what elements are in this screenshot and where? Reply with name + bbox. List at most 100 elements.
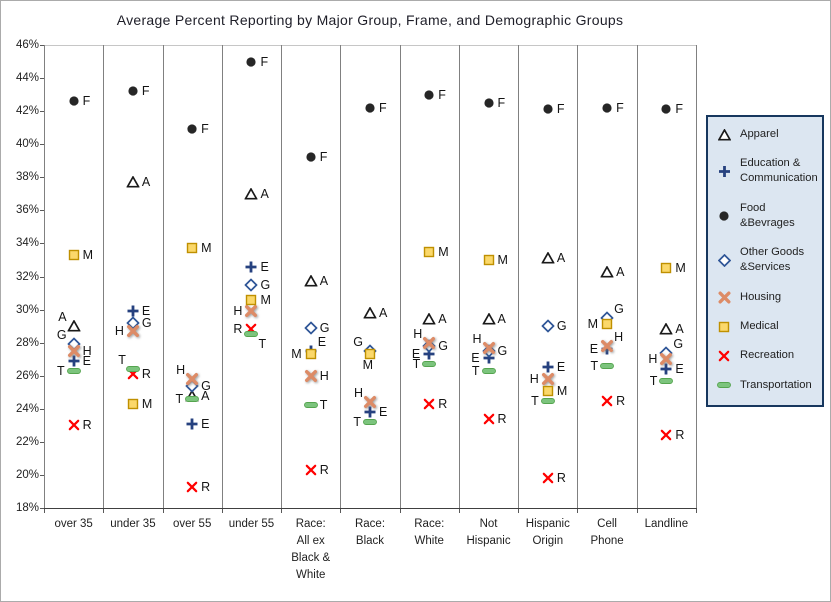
y-tick-mark (40, 78, 44, 80)
point-letter-label: M (675, 260, 686, 275)
other-goods-services-marker-icon (716, 253, 732, 267)
food-bevrages-marker (601, 102, 613, 114)
point-letter-label: H (529, 371, 539, 386)
other-goods-services-marker (541, 319, 555, 333)
point-letter-label: A (319, 274, 329, 289)
point-letter-label: A (141, 174, 151, 189)
legend-item-other-goods-services: Other Goods &Services (716, 245, 816, 275)
x-axis-category-label: under 55 (228, 518, 275, 530)
point-letter-label: T (471, 363, 480, 378)
point-letter-label: H (319, 368, 329, 383)
point-letter-label: F (82, 93, 91, 108)
medical-marker-icon (716, 321, 732, 333)
point-letter-label: F (319, 150, 328, 165)
point-letter-label: E (317, 334, 327, 349)
x-tick-mark (636, 509, 638, 513)
point-letter-label: M (556, 383, 568, 398)
apparel-marker (659, 322, 674, 335)
point-letter-label: T (412, 356, 421, 371)
point-letter-label: H (114, 323, 124, 338)
point-letter-label: F (438, 87, 446, 102)
point-letter-label: A (497, 312, 506, 327)
x-tick-mark (44, 509, 45, 513)
x-tick-mark (162, 509, 164, 513)
y-tick-label: 34% (15, 237, 39, 250)
food-bevrages-marker (660, 103, 672, 115)
medical-marker (660, 262, 672, 274)
y-tick-label: 40% (15, 138, 39, 151)
apparel-marker (600, 264, 615, 278)
education-communication-marker (245, 260, 258, 273)
point-letter-label: R (82, 418, 92, 433)
y-tick-label: 24% (15, 402, 39, 415)
legend-label: Education & Communication (740, 157, 818, 185)
transportation-marker (303, 402, 318, 409)
x-axis-category-label: Hispanic Origin (525, 518, 570, 547)
point-letter-label: F (616, 100, 624, 115)
other-goods-services-marker (126, 316, 140, 330)
x-axis-line (40, 508, 697, 509)
point-letter-label: G (201, 378, 211, 393)
top-gridline (44, 45, 696, 46)
y-tick-label: 46% (15, 39, 39, 51)
x-axis-category-label: under 35 (110, 518, 156, 530)
x-tick-mark (221, 509, 223, 513)
point-letter-label: A (616, 264, 625, 279)
legend-label: Transportation (740, 378, 812, 391)
food-bevrages-marker (186, 123, 198, 135)
y-tick-mark (40, 309, 44, 311)
point-letter-label: M (587, 317, 599, 332)
point-letter-label: H (233, 303, 243, 318)
x-axis-category-label: over 35 (54, 518, 93, 530)
apparel-marker (481, 312, 496, 326)
housing-marker (541, 373, 554, 386)
transportation-marker (125, 366, 140, 373)
point-letter-label: E (411, 346, 421, 361)
y-tick-mark (40, 177, 44, 179)
medical-marker (186, 242, 198, 254)
apparel-marker (125, 175, 140, 188)
point-letter-label: R (675, 427, 685, 442)
x-tick-mark (458, 509, 460, 513)
x-axis-category-label: Race: White (414, 518, 445, 547)
category-separator-line (399, 45, 401, 508)
point-letter-label: T (590, 358, 599, 373)
point-letter-label: E (141, 303, 151, 318)
point-letter-label: M (362, 357, 373, 372)
point-letter-label: M (438, 244, 449, 259)
education-communication-marker-icon (716, 165, 732, 178)
point-letter-label: M (201, 241, 212, 256)
point-letter-label: A (260, 186, 269, 201)
recreation-marker (483, 413, 495, 425)
category-separator-line (340, 45, 342, 508)
housing-marker (67, 344, 80, 357)
apparel-marker (363, 306, 377, 319)
x-axis-category-label: Race: All ex Black & White (291, 518, 331, 581)
other-goods-services-marker (304, 321, 318, 335)
chart-title: Average Percent Reporting by Major Group… (116, 12, 624, 28)
x-tick-mark (340, 509, 342, 513)
point-letter-label: M (82, 247, 94, 262)
point-letter-label: F (141, 84, 150, 99)
transportation-marker (422, 361, 437, 368)
recreation-marker (542, 472, 554, 484)
medical-marker (483, 254, 495, 266)
food-bevrages-marker (245, 56, 257, 68)
point-letter-label: H (353, 385, 363, 400)
point-letter-label: T (118, 352, 126, 367)
point-letter-label: F (260, 54, 269, 69)
point-letter-label: G (319, 320, 330, 335)
other-goods-services-marker (244, 278, 259, 292)
recreation-marker (423, 398, 435, 410)
x-tick-mark (577, 509, 579, 513)
point-letter-label: G (438, 338, 448, 353)
point-letter-label: E (201, 416, 210, 431)
point-letter-label: H (176, 362, 186, 377)
y-tick-mark (40, 111, 44, 113)
x-tick-mark (518, 509, 520, 513)
recreation-marker-icon (716, 350, 732, 362)
legend-label: Medical (740, 320, 779, 333)
y-tick-label: 18% (15, 502, 39, 514)
housing-marker (245, 305, 258, 318)
y-tick-mark (40, 342, 44, 344)
